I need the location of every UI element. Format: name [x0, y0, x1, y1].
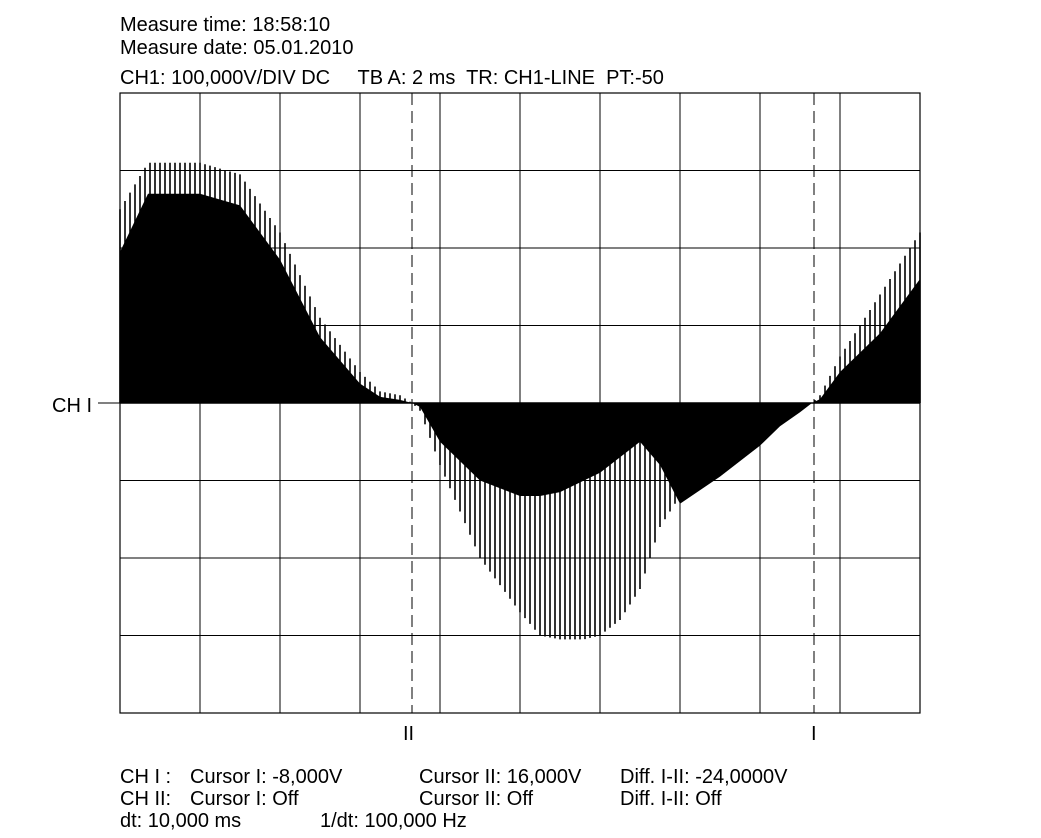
ch2-cursor2-readout: Cursor II: Off — [419, 788, 534, 810]
ch1-diff-readout: Diff. I-II: -24,0000V — [620, 766, 788, 788]
graticule-grid — [120, 93, 920, 713]
ch1-label: CH I : — [120, 766, 172, 788]
channel-marker-label: CH I — [52, 395, 92, 417]
measure-date: Measure date: 05.01.2010 — [120, 37, 354, 59]
inverse-dt-readout: 1/dt: 100,000 Hz — [320, 810, 467, 832]
ch1-cursor2-readout: Cursor II: 16,000V — [419, 766, 582, 788]
ch1-cursor1-readout: Cursor I: -8,000V — [190, 766, 343, 788]
cursor-2-label: II — [403, 723, 415, 745]
cursor-lines — [411, 93, 815, 713]
ch2-label: CH II: — [120, 788, 172, 810]
measure-time: Measure time: 18:58:10 — [120, 14, 331, 36]
ch2-diff-readout: Diff. I-II: Off — [620, 788, 722, 810]
ch2-cursor1-readout: Cursor I: Off — [190, 788, 299, 810]
settings-line: CH1: 100,000V/DIV DC TB A: 2 ms TR: CH1-… — [120, 67, 664, 89]
cursor-1-label: I — [811, 723, 817, 745]
dt-readout: dt: 10,000 ms — [120, 810, 242, 832]
